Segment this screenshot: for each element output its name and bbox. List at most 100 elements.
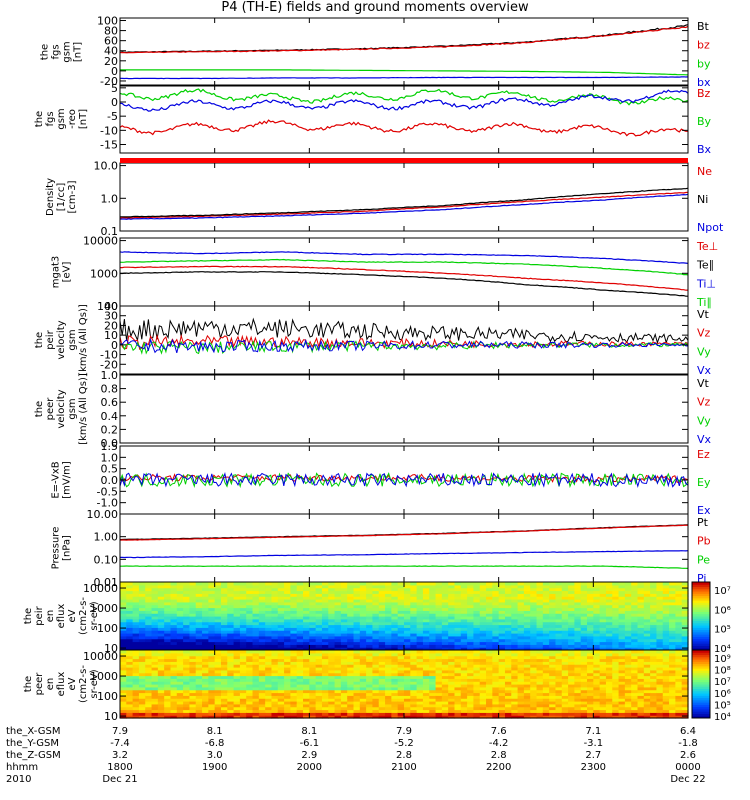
spectrogram-cell	[568, 669, 575, 674]
spectrogram-cell	[391, 587, 399, 592]
spectrogram-cell	[214, 596, 222, 600]
spectrogram-cell	[435, 590, 443, 594]
spectrogram-cell	[511, 590, 519, 594]
spectrogram-cell	[523, 624, 531, 628]
spectrogram-cell	[284, 633, 291, 637]
spectrogram-cell	[126, 695, 134, 699]
spectrogram-cell	[631, 698, 639, 702]
spectrogram-cell	[460, 582, 468, 586]
spectrogram-cell	[498, 582, 506, 586]
x-axis-tick-label: 7.9	[396, 726, 412, 737]
spectrogram-cell	[385, 601, 392, 606]
spectrogram-cell	[523, 698, 531, 702]
spectrogram-cell	[643, 596, 651, 600]
spectrogram-cell	[517, 686, 525, 691]
spectrogram-cell	[643, 703, 651, 708]
spectrogram-cell	[599, 630, 607, 634]
spectrogram-cell	[303, 669, 310, 674]
y-tick-label: 100	[97, 690, 118, 703]
spectrogram-cell	[220, 650, 228, 654]
spectrogram-cell	[208, 621, 216, 626]
spectrogram-cell	[202, 593, 209, 597]
y-tick-label: -20	[100, 75, 118, 88]
spectrogram-cell	[631, 652, 639, 657]
spectrogram-cell	[587, 633, 594, 637]
spectrogram-cell	[517, 712, 525, 716]
spectrogram-cell	[587, 655, 594, 660]
spectrogram-cell	[593, 655, 601, 660]
spectrogram-cell	[479, 601, 487, 606]
spectrogram-cell	[176, 655, 184, 660]
spectrogram-cell	[284, 661, 291, 665]
spectrogram-cell	[258, 706, 266, 711]
spectrogram-cell	[321, 601, 329, 606]
spectrogram-cell	[542, 641, 550, 645]
spectrogram-cell	[132, 655, 140, 660]
spectrogram-cell	[530, 681, 538, 685]
spectrogram-cell	[265, 613, 273, 617]
spectrogram-cell	[498, 652, 506, 657]
spectrogram-cell	[416, 599, 424, 603]
spectrogram-cell	[448, 689, 456, 694]
spectrogram-cell	[246, 709, 254, 713]
spectrogram-cell	[246, 599, 254, 603]
y-tick-label: 1000	[90, 267, 118, 280]
spectrogram-cell	[561, 630, 569, 634]
spectrogram-cell	[284, 610, 291, 614]
spectrogram-cell	[271, 627, 279, 631]
spectrogram-cell	[542, 630, 550, 634]
spectrogram-cell	[643, 706, 651, 711]
spectrogram-cell	[189, 616, 197, 620]
spectrogram-cell	[675, 630, 683, 634]
colorbar-segment	[692, 661, 710, 665]
spectrogram-cell	[303, 635, 310, 640]
spectrogram-cell	[542, 669, 550, 674]
spectrogram-cell	[334, 627, 342, 631]
spectrogram-cell	[675, 698, 683, 702]
spectrogram-cell	[315, 621, 323, 626]
spectrogram-cell	[643, 618, 651, 623]
spectrogram-cell	[385, 630, 392, 634]
spectrogram-cell	[504, 712, 512, 716]
spectrogram-cell	[340, 664, 348, 668]
spectrogram-cell	[397, 630, 405, 634]
spectrogram-cell	[397, 584, 405, 589]
spectrogram-cell	[536, 703, 544, 708]
spectrogram-cell	[637, 701, 645, 705]
spectrogram-cell	[359, 621, 367, 626]
spectrogram-cell	[587, 644, 594, 648]
spectrogram-cell	[460, 703, 468, 708]
spectrogram-cell	[574, 709, 582, 713]
spectrogram-cell	[416, 652, 424, 657]
spectrogram-cell	[504, 698, 512, 702]
spectrogram-cell	[170, 593, 178, 597]
spectrogram-cell	[353, 664, 361, 668]
spectrogram-cell	[473, 709, 481, 713]
spectrogram-cell	[138, 587, 146, 592]
spectrogram-cell	[675, 604, 683, 609]
spectrogram-cell	[296, 678, 304, 682]
spectrogram-cell	[214, 658, 222, 662]
spectrogram-cell	[271, 604, 279, 609]
spectrogram-cell	[157, 613, 165, 617]
spectrogram-cell	[669, 613, 676, 617]
spectrogram-cell	[593, 638, 601, 643]
spectrogram-cell	[157, 658, 165, 662]
spectrogram-cell	[391, 582, 399, 586]
spectrogram-cell	[366, 604, 374, 609]
spectrogram-cell	[511, 610, 519, 614]
spectrogram-cell	[605, 650, 613, 654]
spectrogram-cell	[321, 709, 329, 713]
spectrogram-cell	[303, 627, 310, 631]
spectrogram-cell	[309, 616, 317, 620]
spectrogram-cell	[650, 664, 658, 668]
spectrogram-cell	[504, 661, 512, 665]
spectrogram-cell	[681, 616, 689, 620]
spectrogram-cell	[429, 647, 437, 651]
spectrogram-cell	[486, 652, 493, 657]
spectrogram-cell	[422, 650, 430, 654]
spectrogram-cell	[561, 624, 569, 628]
y-axis-label: eflux	[56, 672, 67, 697]
spectrogram-cell	[435, 604, 443, 609]
spectrogram-cell	[183, 715, 191, 719]
